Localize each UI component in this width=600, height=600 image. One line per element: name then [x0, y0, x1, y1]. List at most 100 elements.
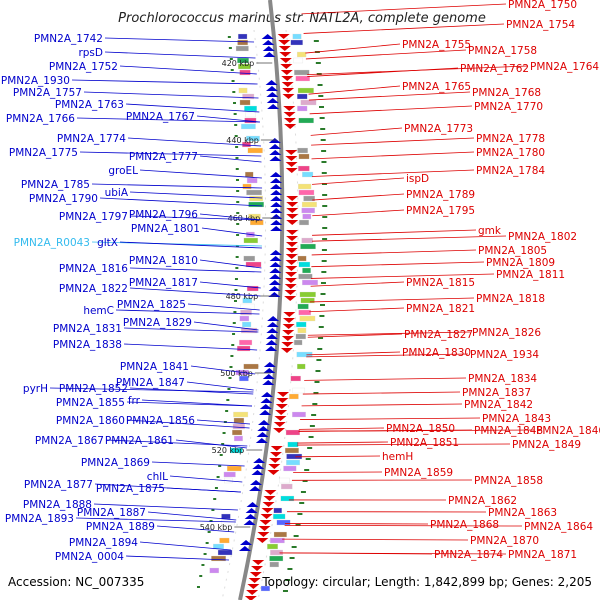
- track-marker: [322, 194, 328, 196]
- left-leader-line: [199, 155, 262, 163]
- forward-strand-arrow: [285, 260, 298, 265]
- right-leader-line: [306, 351, 401, 356]
- left-leader-line: [199, 281, 261, 289]
- left-label-pmn2a_1817: PMN2A_1817: [129, 277, 198, 289]
- reverse-strand-arrow: [265, 334, 278, 339]
- right-leader-line: [310, 127, 403, 136]
- right-label-pmn2a_1789: PMN2A_1789: [406, 189, 475, 201]
- forward-strand-arrow: [279, 52, 292, 57]
- right-feature-tile: [273, 507, 283, 514]
- forward-strand-arrow: [283, 312, 296, 317]
- track-marker: [225, 410, 229, 412]
- track-marker: [300, 491, 306, 493]
- right-feature-tile: [289, 393, 299, 400]
- track-marker: [230, 355, 234, 357]
- left-leader-line: [83, 91, 259, 99]
- right-feature-tile: [272, 513, 286, 520]
- forward-strand-arrow: [284, 290, 297, 295]
- forward-strand-arrow: [277, 34, 290, 39]
- right-label-pmn2a_1830: PMN2A_1830: [402, 347, 471, 359]
- left-leader-line: [119, 241, 262, 249]
- right-leader-line: [303, 23, 505, 34]
- reverse-strand-arrow: [269, 144, 282, 149]
- right-feature-tile: [300, 99, 317, 106]
- right-label-pmn2a_1858: PMN2A_1858: [474, 475, 543, 487]
- right-feature-tile: [301, 237, 313, 244]
- left-label-pmn2a_1877: PMN2A_1877: [24, 479, 93, 491]
- forward-strand-arrow: [285, 156, 298, 161]
- forward-strand-arrow: [280, 64, 293, 69]
- track-marker: [319, 117, 325, 119]
- left-label-gltx: gltX: [97, 237, 118, 249]
- left-feature-tile: [246, 135, 260, 142]
- forward-strand-arrow: [270, 446, 283, 451]
- right-label-pmn2a_1863: PMN2A_1863: [488, 507, 557, 519]
- left-label-pmn2a_1829: PMN2A_1829: [123, 317, 192, 329]
- right-feature-tile: [298, 165, 310, 172]
- right-feature-tile: [276, 519, 291, 526]
- left-feature-tile: [232, 429, 243, 436]
- left-leader-line: [71, 79, 258, 85]
- forward-strand-arrow: [285, 266, 298, 271]
- right-feature-tile: [292, 387, 306, 394]
- right-leader-line: [311, 235, 507, 242]
- right-label-pmn2a_1754: PMN2A_1754: [506, 19, 575, 31]
- right-leader-line: [311, 249, 477, 256]
- right-feature-tile: [298, 189, 315, 196]
- track-marker: [299, 502, 305, 504]
- left-leader-line: [156, 525, 235, 533]
- right-label-pmn2a_1837: PMN2A_1837: [462, 387, 531, 399]
- forward-strand-arrow: [269, 458, 282, 463]
- left-feature-tile: [233, 411, 249, 418]
- left-feature-tile: [248, 201, 264, 208]
- forward-strand-arrow: [277, 392, 290, 397]
- left-feature-tile: [237, 39, 248, 46]
- left-leader-line: [190, 365, 256, 375]
- scale-tick-label: 540 kbp: [200, 523, 233, 532]
- forward-strand-arrow: [281, 336, 294, 341]
- track-marker: [234, 300, 237, 302]
- right-leader-line: [304, 377, 467, 381]
- forward-strand-arrow: [285, 242, 298, 247]
- track-marker: [203, 553, 207, 555]
- left-label-pmn2a_1763: PMN2A_1763: [55, 99, 124, 111]
- track-marker: [312, 403, 318, 405]
- left-label-pmn2a_1861: PMN2A_1861: [105, 435, 174, 447]
- reverse-strand-arrow: [266, 328, 279, 333]
- track-marker: [236, 190, 240, 192]
- reverse-strand-arrow: [268, 280, 281, 285]
- right-leader-line: [309, 105, 473, 115]
- scale-tick-label: 500 kbp: [220, 369, 253, 378]
- map-title: Prochlorococcus marinus str. NATL2A, com…: [118, 11, 486, 26]
- summary-text: Topology: circular; Length: 1,842,899 bp…: [261, 575, 592, 589]
- right-leader-line: [298, 427, 385, 430]
- track-marker: [285, 579, 291, 581]
- left-feature-tile: [233, 417, 245, 424]
- left-leader-line: [151, 461, 245, 467]
- left-leader-line: [166, 487, 241, 493]
- right-leader-line: [312, 229, 477, 236]
- track-marker: [308, 436, 314, 438]
- right-label-pmn2a_1874: PMN2A_1874: [434, 549, 503, 561]
- reverse-strand-arrow: [269, 250, 282, 255]
- track-marker: [234, 278, 238, 280]
- reverse-strand-arrow: [263, 368, 276, 373]
- left-feature-tile: [217, 549, 233, 556]
- track-marker: [235, 267, 239, 269]
- reverse-strand-arrow: [263, 362, 276, 367]
- left-label-pmn2a_1742: PMN2A_1742: [34, 33, 103, 45]
- right-feature-tile: [292, 33, 302, 40]
- reverse-strand-arrow: [249, 486, 262, 491]
- reverse-strand-arrow: [262, 374, 275, 379]
- right-leader-line: [305, 43, 401, 54]
- reverse-strand-arrow: [262, 46, 275, 51]
- right-feature-tile: [273, 531, 287, 538]
- track-marker: [297, 513, 303, 515]
- left-label-pmn2a_1867: PMN2A_1867: [35, 435, 104, 447]
- forward-strand-arrow: [244, 596, 257, 600]
- left-label-pmn2a_1841: PMN2A_1841: [120, 361, 189, 373]
- left-label-pmn2a_1875: PMN2A_1875: [96, 483, 165, 495]
- right-feature-tile: [269, 561, 279, 568]
- right-feature-tile: [298, 273, 313, 280]
- scale-tick-label: 420 kbp: [222, 59, 255, 68]
